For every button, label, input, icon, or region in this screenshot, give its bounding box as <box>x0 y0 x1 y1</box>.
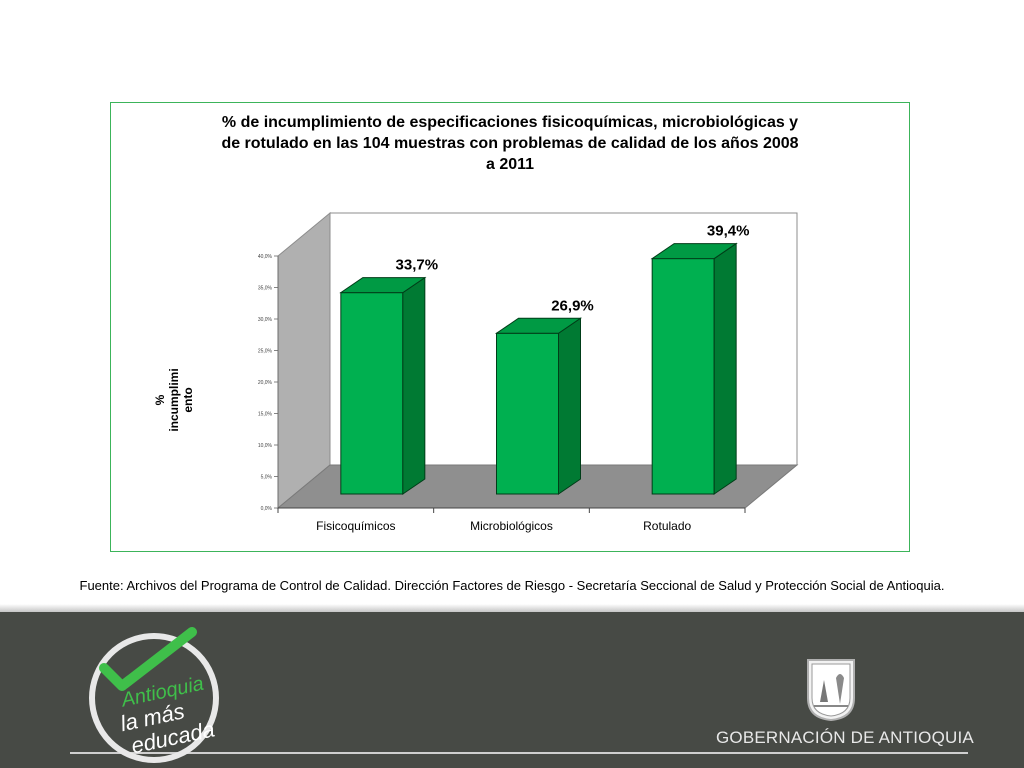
y-tick-label: 15,0% <box>258 412 273 418</box>
y-tick-label: 40,0% <box>258 254 273 260</box>
data-label: 33,7% <box>396 257 439 274</box>
chart-title: % de incumplimiento de especificaciones … <box>190 112 830 175</box>
antioquia-la-mas-educada-logo: Antioquia la más educada <box>89 627 219 763</box>
x-tick-label: Microbiológicos <box>470 519 553 533</box>
x-tick-label: Fisicoquímicos <box>316 519 395 533</box>
bar <box>496 332 559 495</box>
source-note: Fuente: Archivos del Programa de Control… <box>79 578 945 593</box>
bar <box>651 258 715 495</box>
y-axis-label: % <box>153 394 167 405</box>
y-axis-label: incumplimi <box>167 368 181 431</box>
data-label: 39,4% <box>707 223 750 240</box>
footer-divider <box>70 752 968 754</box>
x-tick-label: Rotulado <box>643 519 691 533</box>
bar <box>340 292 404 495</box>
y-tick-label: 30,0% <box>258 317 273 323</box>
chart-side-wall <box>277 211 331 510</box>
chart-title-line: % de incumplimiento de especificaciones … <box>221 114 799 131</box>
y-tick-label: 25,0% <box>258 349 273 355</box>
bar-side <box>402 276 426 495</box>
government-name: GOBERNACIÓN DE ANTIOQUIA <box>716 728 974 747</box>
chart-title-line: a 2011 <box>485 156 535 173</box>
bar-side <box>558 317 581 495</box>
y-axis-label: ento <box>181 387 195 412</box>
y-tick-label: 10,0% <box>258 443 273 449</box>
data-label: 26,9% <box>551 297 594 314</box>
bar-top <box>339 277 427 294</box>
y-tick-label: 35,0% <box>258 286 273 292</box>
y-tick-label: 0,0% <box>261 506 273 512</box>
bar-top <box>650 243 738 260</box>
chart-title-line: de rotulado en las 104 muestras con prob… <box>221 135 799 152</box>
bar-top <box>494 317 583 334</box>
y-tick-label: 5,0% <box>261 475 273 481</box>
antioquia-coat-of-arms <box>807 659 855 722</box>
y-tick-label: 20,0% <box>258 380 273 386</box>
bar-chart: 0,0% 5,0% 10,0% 15,0% 20,0% 25,0% 30,0% 35,0% 40… <box>153 211 799 533</box>
bar-side <box>713 242 737 495</box>
